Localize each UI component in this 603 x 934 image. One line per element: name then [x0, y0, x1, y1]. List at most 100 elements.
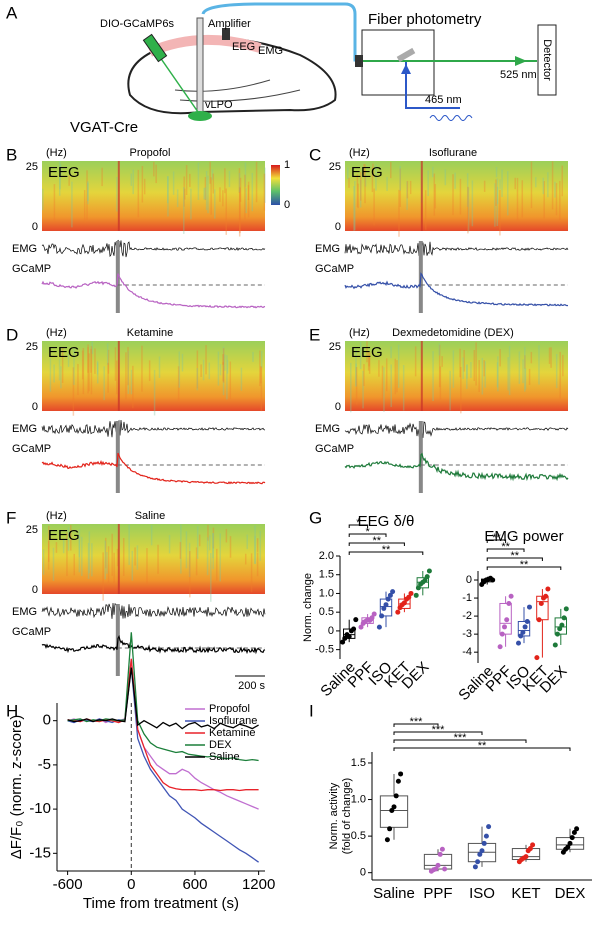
panel-label: D: [6, 325, 18, 344]
emg-trace: [344, 241, 569, 257]
spectrogram-texture: [86, 170, 88, 220]
spectrogram-texture: [373, 188, 375, 226]
photometry-box: [361, 29, 435, 96]
spectrogram-texture: [225, 528, 228, 543]
y-tick-label: 1.0: [351, 793, 366, 805]
data-point: [385, 596, 391, 602]
spectrogram-texture: [219, 187, 221, 202]
data-point: [475, 859, 481, 865]
spectrogram: [42, 161, 265, 231]
spectrogram-texture: [478, 360, 480, 392]
data-point: [422, 577, 428, 583]
spectrogram-texture: [73, 553, 75, 576]
emg-trace: [41, 239, 266, 258]
spectrogram-texture: [77, 363, 79, 396]
fiber: [196, 17, 204, 117]
spectrogram-texture: [219, 533, 221, 582]
y-tick-label: 0.5: [319, 606, 334, 618]
y-tick-label: 2.0: [319, 550, 334, 562]
y-tick-label: 25: [26, 161, 38, 173]
spectrogram-texture: [73, 348, 75, 385]
spectrogram-texture: [78, 536, 81, 558]
spectrogram-texture: [372, 163, 374, 177]
spectrogram-texture: [198, 534, 201, 547]
spectrogram-texture: [185, 531, 188, 569]
spectrogram-texture: [87, 344, 89, 394]
spectrogram-texture: [245, 188, 247, 214]
spectrogram-texture: [521, 180, 524, 218]
data-point: [481, 840, 487, 846]
spectrogram-texture: [402, 365, 405, 411]
spectrogram-texture: [136, 545, 139, 570]
detector-box: [537, 24, 557, 96]
spectrogram-texture: [87, 182, 89, 205]
emg-trace: [41, 602, 266, 619]
spectrogram-texture: [399, 165, 401, 191]
spectrogram-texture: [106, 552, 108, 574]
spectrogram-texture: [466, 365, 468, 389]
data-point: [555, 631, 560, 637]
emg-label: EMG: [315, 423, 340, 435]
y-tick-label: 0: [335, 401, 341, 413]
y-axis-label: Norm. activity: [328, 782, 340, 849]
spectrogram-texture: [176, 189, 179, 208]
data-point: [442, 866, 448, 872]
significance-label: **: [373, 535, 382, 547]
data-point: [406, 594, 412, 600]
spectrogram-texture: [104, 540, 107, 580]
y-tick-label: 0: [43, 712, 51, 729]
data-point: [477, 851, 483, 857]
spectrogram-texture: [128, 524, 130, 565]
spectrogram-texture: [350, 362, 352, 413]
spectrogram-texture: [260, 366, 263, 412]
spectrogram-texture: [507, 357, 509, 391]
spectrogram-texture: [52, 547, 55, 581]
spectrogram-texture: [495, 179, 497, 206]
spectrogram-texture: [103, 366, 105, 401]
data-point: [499, 631, 505, 637]
data-point: [393, 793, 399, 799]
spectrogram-texture: [67, 527, 70, 551]
y-tick-label: 0.5: [351, 830, 366, 842]
spectrogram-texture: [238, 186, 241, 237]
data-point: [389, 808, 395, 814]
data-point: [391, 804, 397, 810]
spectrogram-texture: [212, 533, 214, 570]
y-tick-label: 1.5: [351, 757, 366, 769]
spectrogram-texture: [362, 370, 364, 409]
spectrogram-texture: [496, 178, 499, 226]
spectrogram-texture: [239, 177, 242, 202]
spectrogram-texture: [481, 357, 484, 395]
spectrogram-texture: [55, 542, 58, 553]
spectrogram-texture: [107, 349, 110, 374]
y-tick-label: 0: [32, 584, 38, 596]
spectrogram-texture: [207, 524, 209, 541]
spectrogram-texture: [355, 348, 357, 387]
data-point: [524, 619, 530, 625]
data-point: [530, 842, 536, 848]
emg-label: EMG: [315, 243, 340, 255]
spectrogram-texture: [183, 176, 185, 207]
spectrogram-texture: [240, 367, 243, 391]
spectrogram-texture: [88, 531, 91, 574]
label: DIO-GCaMP6s: [100, 18, 174, 30]
x-tick-label: KET: [511, 885, 540, 902]
spectrogram-texture: [433, 173, 436, 216]
spectrogram-texture: [157, 544, 159, 574]
data-point: [569, 835, 575, 841]
label: Amplifier: [208, 18, 251, 30]
data-point: [408, 590, 414, 596]
y-tick-label: 25: [329, 161, 341, 173]
spectrogram-texture: [441, 356, 443, 367]
data-point: [426, 568, 432, 574]
spectrogram-texture: [366, 341, 368, 363]
data-point: [536, 617, 542, 623]
spectrogram-texture: [130, 369, 133, 395]
data-point: [520, 629, 526, 635]
gcamp-trace: [41, 634, 266, 655]
y-tick-label: -1: [462, 592, 472, 604]
arrow: [515, 56, 527, 66]
data-point: [508, 593, 514, 599]
spectrogram-texture: [116, 548, 119, 567]
spectrogram-texture: [211, 169, 214, 180]
